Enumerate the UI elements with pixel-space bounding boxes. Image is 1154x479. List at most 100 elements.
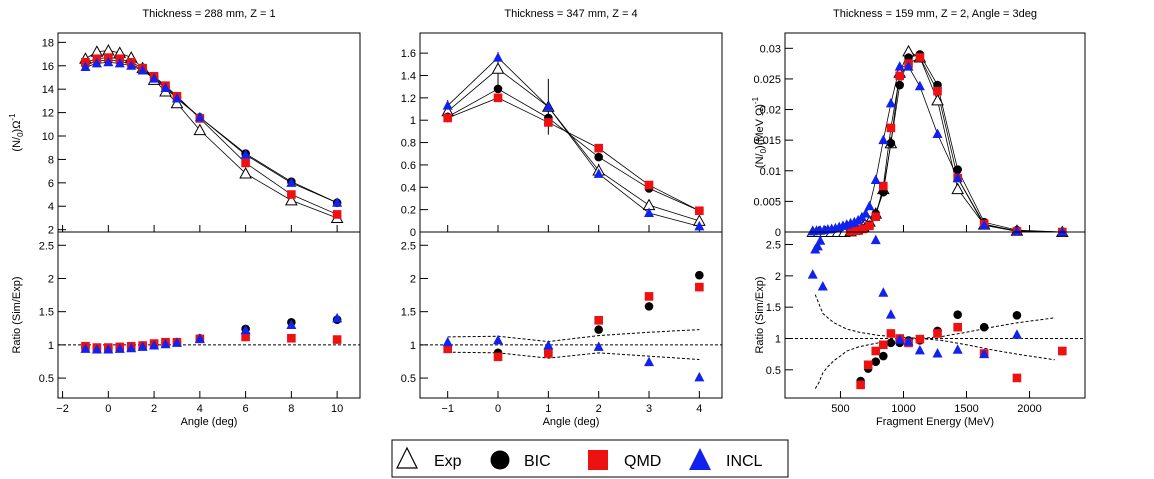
- data-point-exp: [239, 166, 252, 179]
- data-point-incl: [593, 168, 604, 178]
- data-point-qmd: [443, 344, 452, 354]
- data-point-qmd: [443, 113, 452, 123]
- data-point-exp: [285, 193, 298, 206]
- data-point-incl: [914, 80, 925, 91]
- y-tick-label: 0.4: [401, 182, 416, 194]
- legend-label-incl: INCL: [726, 453, 763, 470]
- y-tick-label: 1.2: [401, 93, 416, 105]
- legend-marker-incl: [689, 448, 711, 470]
- uncertainty-band-upper: [447, 329, 700, 343]
- x-tick-label: 2000: [1017, 403, 1041, 415]
- data-point-bic: [695, 270, 704, 280]
- data-point-bic: [953, 165, 962, 174]
- y-tick-label: 0.2: [401, 205, 416, 217]
- x-tick-label: 4: [197, 403, 203, 415]
- y-tick-label: 1.4: [401, 70, 416, 82]
- data-point-incl: [885, 309, 896, 319]
- data-point-incl: [160, 338, 171, 349]
- data-point-incl: [240, 324, 251, 335]
- x-tick-label: 1000: [891, 403, 915, 415]
- top-subplot: 2 4 6 8 10 12 14 16 18 (N/0)Ω-1: [8, 32, 361, 237]
- data-point-incl: [952, 172, 963, 183]
- x-tick-label: 1: [545, 403, 551, 415]
- data-point-incl: [860, 208, 871, 218]
- data-point-qmd: [933, 86, 942, 96]
- x-tick-label: 4: [696, 403, 702, 415]
- y-axis-label: (N/0)Ω-1: [8, 113, 25, 152]
- data-point-incl: [914, 344, 925, 355]
- y-tick-label: 1.5: [766, 302, 781, 314]
- data-point-bic: [644, 302, 654, 311]
- y-tick-label: 1.5: [39, 307, 54, 319]
- y-tick-label: 0.5: [766, 365, 781, 377]
- data-point-bic: [953, 310, 962, 319]
- series-line-qmd: [447, 97, 700, 212]
- data-point-qmd: [886, 329, 896, 338]
- data-point-incl: [807, 269, 818, 279]
- y-tick-label: 2: [410, 273, 416, 285]
- y-tick-label: 2: [48, 225, 54, 237]
- y-tick-label: 1: [775, 333, 781, 345]
- data-point-incl: [932, 348, 943, 358]
- data-point-incl: [493, 52, 504, 62]
- y-tick-label: 2.5: [766, 240, 781, 252]
- legend-marker-bic: [490, 450, 510, 470]
- data-point-incl: [137, 64, 148, 75]
- series-line-incl: [85, 61, 338, 204]
- x-tick-label: −1: [441, 403, 454, 415]
- data-point-incl: [694, 371, 705, 382]
- y-tick-label: 0: [775, 227, 781, 239]
- data-point-qmd: [846, 227, 855, 236]
- data-point-incl: [878, 287, 889, 297]
- x-tick-label: 500: [831, 403, 849, 415]
- x-axis-label: Angle (deg): [543, 416, 600, 428]
- series-line-exp: [447, 68, 700, 222]
- data-point-qmd: [695, 206, 704, 216]
- series-line-bic: [85, 59, 338, 204]
- data-point-qmd: [1058, 346, 1067, 356]
- data-point-incl: [878, 134, 889, 145]
- data-point-incl: [932, 128, 943, 139]
- data-point-qmd: [856, 380, 865, 390]
- data-point-bic: [594, 152, 603, 162]
- data-point-incl: [91, 57, 102, 68]
- legend-marker-qmd: [588, 450, 608, 470]
- data-point-incl: [80, 343, 91, 353]
- top-subplot: 0 0.2 0.4 0.6 0.8 1 1.2 1.4 1.6: [401, 32, 723, 239]
- y-axis-label: (N/0)(MeV Ω)-1: [751, 96, 768, 168]
- data-point-bic: [886, 338, 896, 348]
- y-tick-label: 2.5: [401, 240, 416, 252]
- x-tick-label: 6: [243, 403, 249, 415]
- y-tick-label: 0.5: [401, 373, 416, 385]
- bottom-subplot: 0.5 1 1.5 2 2.5 500 1000 1500 2000 Ratio (Sim/Exp…: [754, 231, 1086, 415]
- data-point-bic: [879, 351, 888, 361]
- data-point-incl: [286, 177, 297, 187]
- data-point-incl: [1011, 225, 1022, 236]
- data-point-incl: [815, 235, 826, 245]
- x-tick-label: −2: [56, 403, 69, 415]
- data-point-qmd: [594, 143, 603, 153]
- y-tick-label: 0.025: [753, 74, 781, 86]
- y-tick-label: 0.8: [401, 138, 416, 150]
- panel-2: Thickness = 347 mm, Z = 4 0 0.2 0.4 0.6 0.8 1 1…: [401, 8, 723, 428]
- data-point-incl: [114, 343, 125, 353]
- data-point-qmd: [544, 349, 553, 358]
- data-point-qmd: [332, 335, 342, 344]
- data-point-qmd: [879, 181, 888, 191]
- x-tick-label: 2: [596, 403, 602, 415]
- data-point-incl: [286, 319, 297, 329]
- plot-frame: [784, 32, 1086, 233]
- data-point-qmd: [493, 352, 503, 362]
- y-tick-label: 6: [48, 178, 54, 190]
- data-point-qmd: [865, 221, 874, 231]
- x-axis-label: Fragment Energy (MeV): [876, 416, 994, 428]
- data-point-exp: [491, 62, 505, 74]
- y-tick-label: 0.005: [753, 196, 781, 208]
- y-tick-label: 0.01: [760, 166, 781, 178]
- data-point-incl: [593, 341, 604, 351]
- series-line-qmd: [85, 57, 338, 215]
- data-point-incl: [137, 341, 148, 351]
- data-point-qmd: [1012, 373, 1022, 383]
- y-axis-label: Ratio (Sim/Exp): [754, 276, 766, 353]
